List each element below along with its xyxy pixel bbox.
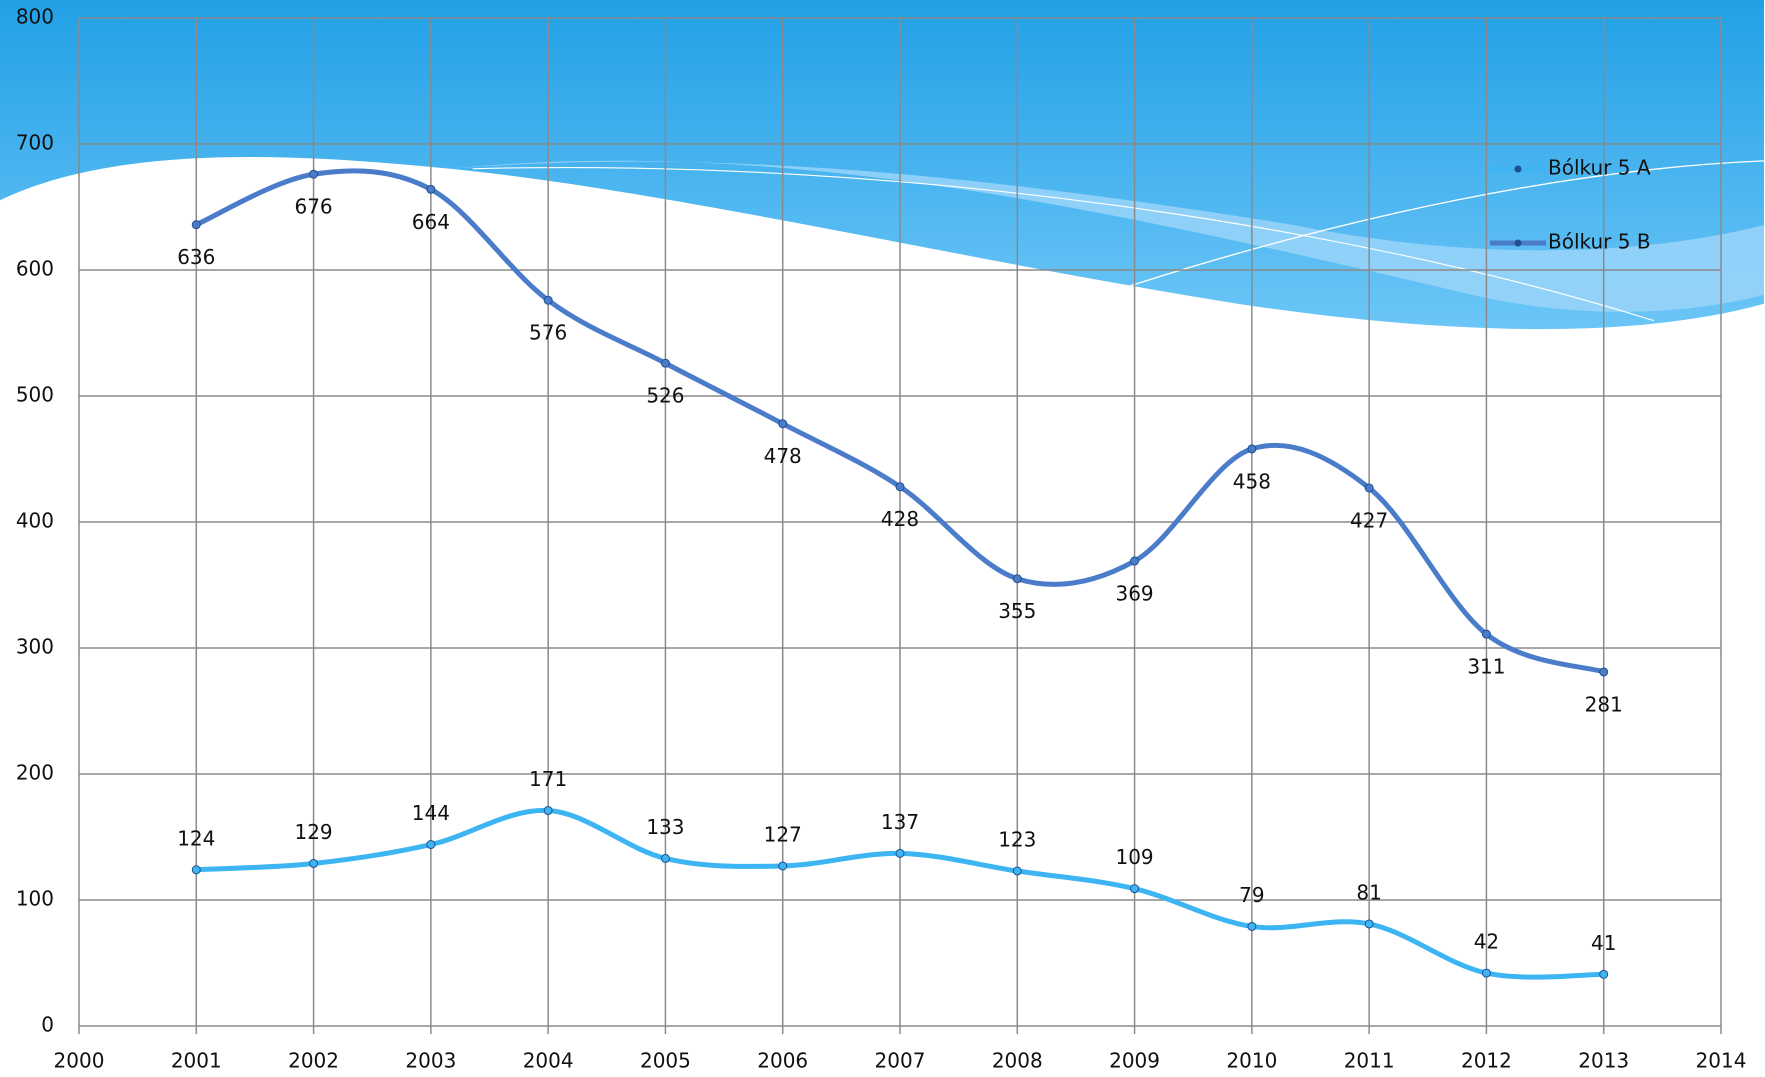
- point: [1247, 921, 1257, 931]
- x-tick-label: 2012: [1461, 1049, 1512, 1073]
- y-tick-label: 400: [16, 509, 54, 533]
- y-tick-label: 800: [16, 5, 54, 29]
- point: [778, 419, 788, 429]
- point: [1130, 884, 1140, 894]
- point: [1130, 556, 1140, 566]
- point: [309, 858, 319, 868]
- point: [1481, 968, 1491, 978]
- data-label: 636: [177, 245, 215, 269]
- data-label: 133: [646, 815, 684, 839]
- data-label: 109: [1115, 845, 1153, 869]
- data-label: 171: [529, 767, 567, 791]
- x-tick-label: 2005: [640, 1049, 691, 1073]
- x-tick-label: 2007: [875, 1049, 926, 1073]
- data-label: 123: [998, 828, 1036, 852]
- data-label: 281: [1585, 692, 1623, 716]
- y-tick-label: 100: [16, 887, 54, 911]
- data-label: 129: [294, 820, 332, 844]
- x-tick-label: 2009: [1109, 1049, 1160, 1073]
- x-tick-label: 2014: [1696, 1049, 1747, 1073]
- data-label: 458: [1233, 469, 1271, 493]
- y-tick-label: 600: [16, 257, 54, 281]
- y-tick-label: 200: [16, 761, 54, 785]
- data-label: 369: [1115, 582, 1153, 606]
- x-tick-label: 2000: [54, 1049, 105, 1073]
- data-label: 427: [1350, 508, 1388, 532]
- data-label: 127: [764, 822, 802, 846]
- point: [543, 295, 553, 305]
- point: [1247, 444, 1257, 454]
- data-label: 676: [294, 195, 332, 219]
- y-tick-label: 300: [16, 635, 54, 659]
- data-label: 41: [1591, 931, 1616, 955]
- point: [1364, 483, 1374, 493]
- point: [309, 169, 319, 179]
- point: [895, 848, 905, 858]
- data-label: 428: [881, 507, 919, 531]
- point: [660, 853, 670, 863]
- x-tick-label: 2002: [288, 1049, 339, 1073]
- data-label: 576: [529, 321, 567, 345]
- data-label: 355: [998, 599, 1036, 623]
- point: [1012, 574, 1022, 584]
- point: [1599, 969, 1609, 979]
- legend-label: Bólkur 5 A: [1548, 156, 1651, 180]
- data-label: 42: [1474, 930, 1499, 954]
- legend-marker: [1514, 239, 1522, 247]
- x-tick-label: 2004: [523, 1049, 574, 1073]
- legend-marker: [1514, 165, 1522, 173]
- x-tick-label: 2008: [992, 1049, 1043, 1073]
- data-label: 664: [412, 210, 450, 234]
- point: [1481, 629, 1491, 639]
- point: [1599, 667, 1609, 677]
- x-tick-label: 2011: [1344, 1049, 1395, 1073]
- data-label: 144: [412, 801, 450, 825]
- point: [660, 358, 670, 368]
- background-waves: [0, 0, 1765, 330]
- x-tick-label: 2010: [1226, 1049, 1277, 1073]
- point: [778, 861, 788, 871]
- y-tick-label: 700: [16, 131, 54, 155]
- x-tick-label: 2003: [405, 1049, 456, 1073]
- plot: 0 100 200 300 400 500 600 700 800 2000 2001 2002 200…: [16, 5, 1747, 1073]
- y-tick-label: 0: [41, 1013, 54, 1037]
- data-label: 124: [177, 826, 215, 850]
- data-label: 526: [646, 384, 684, 408]
- point: [426, 184, 436, 194]
- x-tick-label: 2001: [171, 1049, 222, 1073]
- x-tick-label: 2013: [1578, 1049, 1629, 1073]
- point: [543, 806, 553, 816]
- legend-label: Bólkur 5 B: [1548, 230, 1651, 254]
- point: [191, 220, 201, 230]
- y-tick-label: 500: [16, 383, 54, 407]
- point: [895, 482, 905, 492]
- data-label: 478: [764, 444, 802, 468]
- point: [1012, 866, 1022, 876]
- point: [1364, 919, 1374, 929]
- x-tick-label: 2006: [757, 1049, 808, 1073]
- data-label: 137: [881, 810, 919, 834]
- data-label: 79: [1239, 883, 1264, 907]
- data-label: 311: [1467, 655, 1505, 679]
- data-label: 81: [1356, 880, 1381, 904]
- point: [191, 865, 201, 875]
- point: [426, 840, 436, 850]
